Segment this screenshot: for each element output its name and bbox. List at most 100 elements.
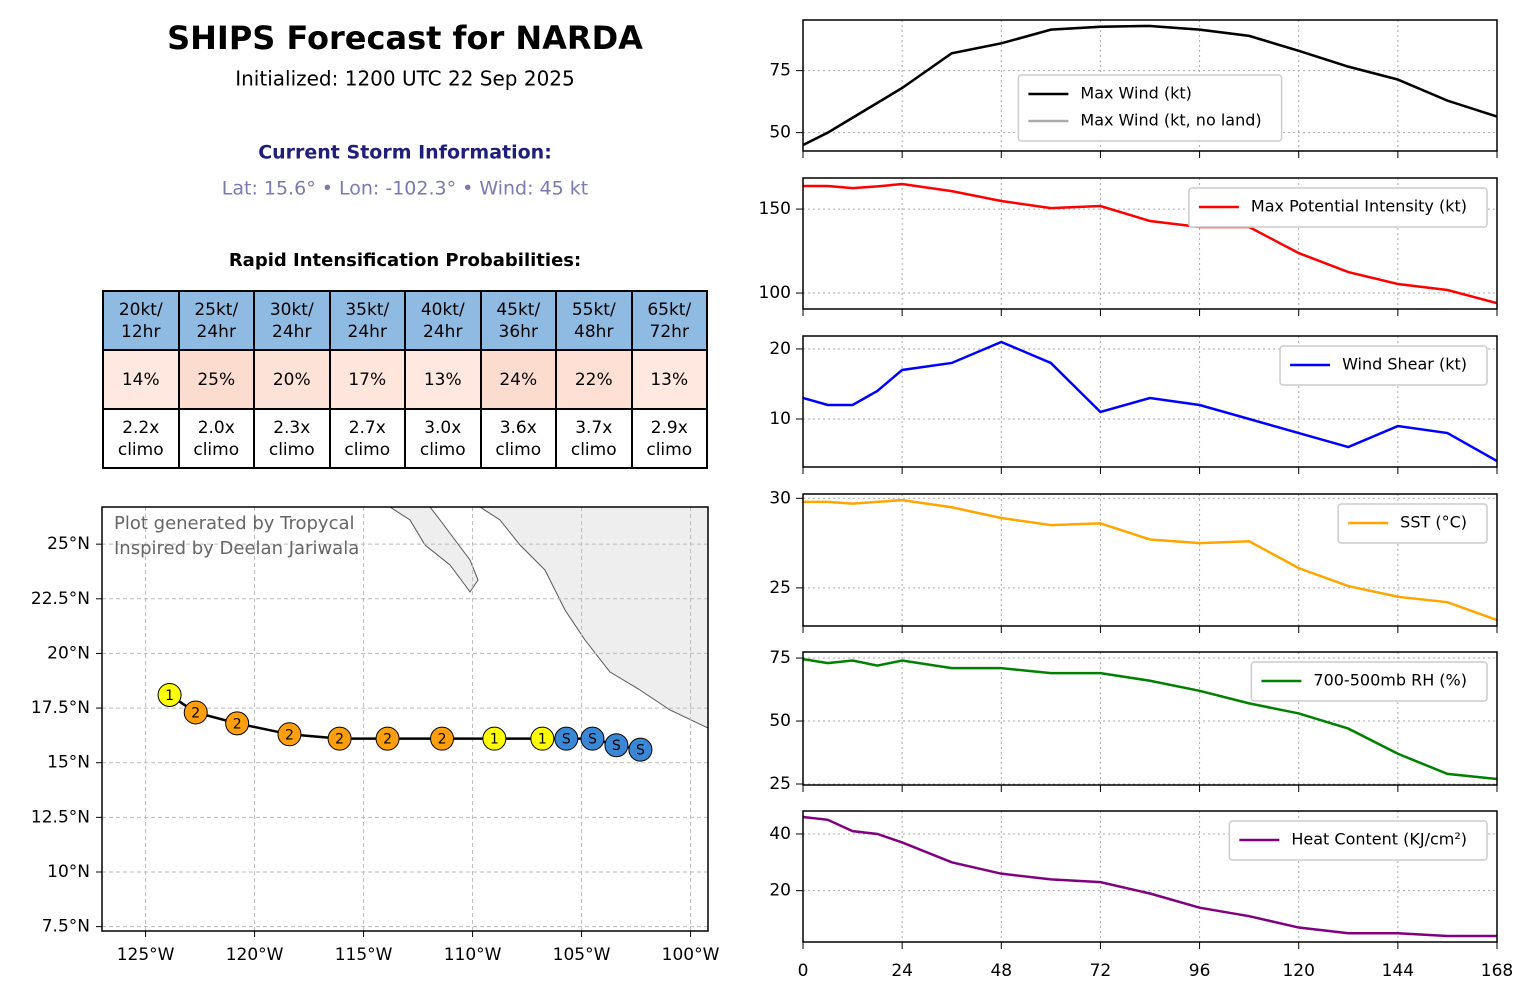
x-tick-label: 144 bbox=[1382, 961, 1414, 981]
annotation: Plot generated by Tropycal bbox=[114, 513, 355, 534]
probability-cell: 22% bbox=[556, 350, 632, 409]
legend-label: 700-500mb RH (%) bbox=[1313, 671, 1467, 690]
y-tick-label: 20°N bbox=[47, 643, 90, 663]
legend-box bbox=[1337, 503, 1488, 544]
probability-cell: 14% bbox=[103, 350, 179, 409]
climo-cell: 3.0x climo bbox=[405, 409, 481, 468]
y-tick-label: 7.5°N bbox=[42, 917, 90, 937]
legend-label: Max Wind (kt, no land) bbox=[1080, 111, 1261, 130]
x-tick-label: 125°W bbox=[117, 945, 175, 965]
track-point bbox=[430, 726, 455, 751]
climo-cell: 2.9x climo bbox=[631, 409, 707, 468]
table-header: 45kt/ 36hr bbox=[480, 291, 556, 350]
x-tick-label: 0 bbox=[798, 961, 809, 981]
x-tick-label: 48 bbox=[990, 961, 1012, 981]
plot-frame bbox=[802, 810, 1498, 943]
legend-box bbox=[1017, 74, 1283, 142]
track-point bbox=[482, 726, 507, 751]
annotation: Inspired by Deelan Jariwala bbox=[114, 538, 359, 559]
track-point bbox=[530, 726, 555, 751]
x-tick-label: 120°W bbox=[226, 945, 284, 965]
x-tick-label: 100°W bbox=[662, 945, 720, 965]
legend-label: SST (°C) bbox=[1400, 513, 1467, 532]
table-header: 55kt/ 48hr bbox=[556, 291, 632, 350]
point-label: 1 bbox=[165, 688, 174, 704]
legend: SST (°C) bbox=[1337, 503, 1488, 544]
table-header: 40kt/ 24hr bbox=[405, 291, 481, 350]
coastline bbox=[479, 507, 708, 729]
legend-label: Max Wind (kt) bbox=[1080, 84, 1191, 103]
legend-label: Heat Content (KJ/cm²) bbox=[1291, 830, 1467, 849]
climo-cell: 3.6x climo bbox=[480, 409, 556, 468]
track-point bbox=[604, 733, 629, 758]
probability-cell: 24% bbox=[480, 350, 556, 409]
track-point bbox=[157, 682, 182, 707]
track-point bbox=[225, 711, 250, 736]
x-tick-label: 72 bbox=[1090, 961, 1112, 981]
series-line bbox=[803, 24, 1497, 147]
series-line bbox=[803, 815, 1497, 938]
map-frame bbox=[101, 506, 709, 932]
storm-heading: Current Storm Information: bbox=[258, 142, 552, 164]
legend-box bbox=[1250, 661, 1488, 702]
probability-cell: 17% bbox=[329, 350, 405, 409]
coastline bbox=[389, 507, 479, 593]
point-label: 2 bbox=[438, 732, 447, 748]
y-tick-label: 50 bbox=[769, 123, 791, 143]
track-point bbox=[277, 722, 302, 747]
series-line bbox=[803, 498, 1497, 622]
x-tick-label: 110°W bbox=[444, 945, 502, 965]
storm-info: Lat: 15.6° • Lon: -102.3° • Wind: 45 kt bbox=[222, 178, 588, 200]
legend: 700-500mb RH (%) bbox=[1250, 661, 1488, 702]
point-label: 1 bbox=[490, 732, 499, 748]
x-tick-label: 105°W bbox=[553, 945, 611, 965]
plot-frame bbox=[802, 177, 1498, 310]
point-label: 2 bbox=[191, 705, 200, 721]
point-label: S bbox=[588, 732, 597, 748]
legend: Max Wind (kt) Max Wind (kt, no land) bbox=[1017, 74, 1283, 142]
y-tick-label: 75 bbox=[769, 648, 791, 668]
legend-label: Wind Shear (kt) bbox=[1342, 355, 1467, 374]
y-tick-label: 25 bbox=[769, 774, 791, 794]
legend-label: Max Potential Intensity (kt) bbox=[1251, 197, 1467, 216]
legend-box bbox=[1279, 345, 1488, 386]
table-header: 30kt/ 24hr bbox=[254, 291, 330, 350]
x-tick-label: 96 bbox=[1189, 961, 1211, 981]
x-tick-label: 115°W bbox=[335, 945, 393, 965]
climo-cell: 3.7x climo bbox=[556, 409, 632, 468]
point-label: S bbox=[636, 743, 645, 759]
climo-cell: 2.0x climo bbox=[178, 409, 254, 468]
point-label: S bbox=[562, 732, 571, 748]
plot-frame bbox=[802, 493, 1498, 627]
plot-frame bbox=[802, 19, 1498, 152]
y-tick-label: 15°N bbox=[47, 753, 90, 773]
y-tick-label: 10 bbox=[769, 409, 791, 429]
ri-table: 20kt/ 12hr 25kt/ 24hr 30kt/ 24hr 35kt/ 24hr… bbox=[102, 290, 708, 469]
point-label: 2 bbox=[285, 727, 294, 743]
point-label: 2 bbox=[383, 732, 392, 748]
plot-frame bbox=[802, 651, 1498, 786]
probability-cell: 20% bbox=[254, 350, 330, 409]
point-label: 1 bbox=[538, 732, 547, 748]
series-line bbox=[803, 340, 1497, 463]
series-line bbox=[803, 182, 1497, 305]
track-point bbox=[554, 726, 579, 751]
table-header: 35kt/ 24hr bbox=[329, 291, 405, 350]
probability-cell: 13% bbox=[631, 350, 707, 409]
x-tick-label: 120 bbox=[1282, 961, 1314, 981]
point-label: 2 bbox=[233, 716, 242, 732]
y-tick-label: 30 bbox=[769, 488, 791, 508]
point-label: 2 bbox=[335, 732, 344, 748]
x-tick-label: 24 bbox=[891, 961, 913, 981]
track-point bbox=[580, 726, 605, 751]
table-title: Rapid Intensification Probabilities: bbox=[229, 250, 581, 271]
y-tick-label: 25 bbox=[769, 578, 791, 598]
y-tick-label: 12.5°N bbox=[31, 807, 90, 827]
y-tick-label: 10°N bbox=[47, 862, 90, 882]
y-tick-label: 50 bbox=[769, 711, 791, 731]
table-header: 20kt/ 12hr bbox=[103, 291, 179, 350]
y-tick-label: 75 bbox=[769, 61, 791, 81]
legend: Heat Content (KJ/cm²) bbox=[1228, 820, 1488, 861]
y-tick-label: 22.5°N bbox=[31, 589, 90, 609]
